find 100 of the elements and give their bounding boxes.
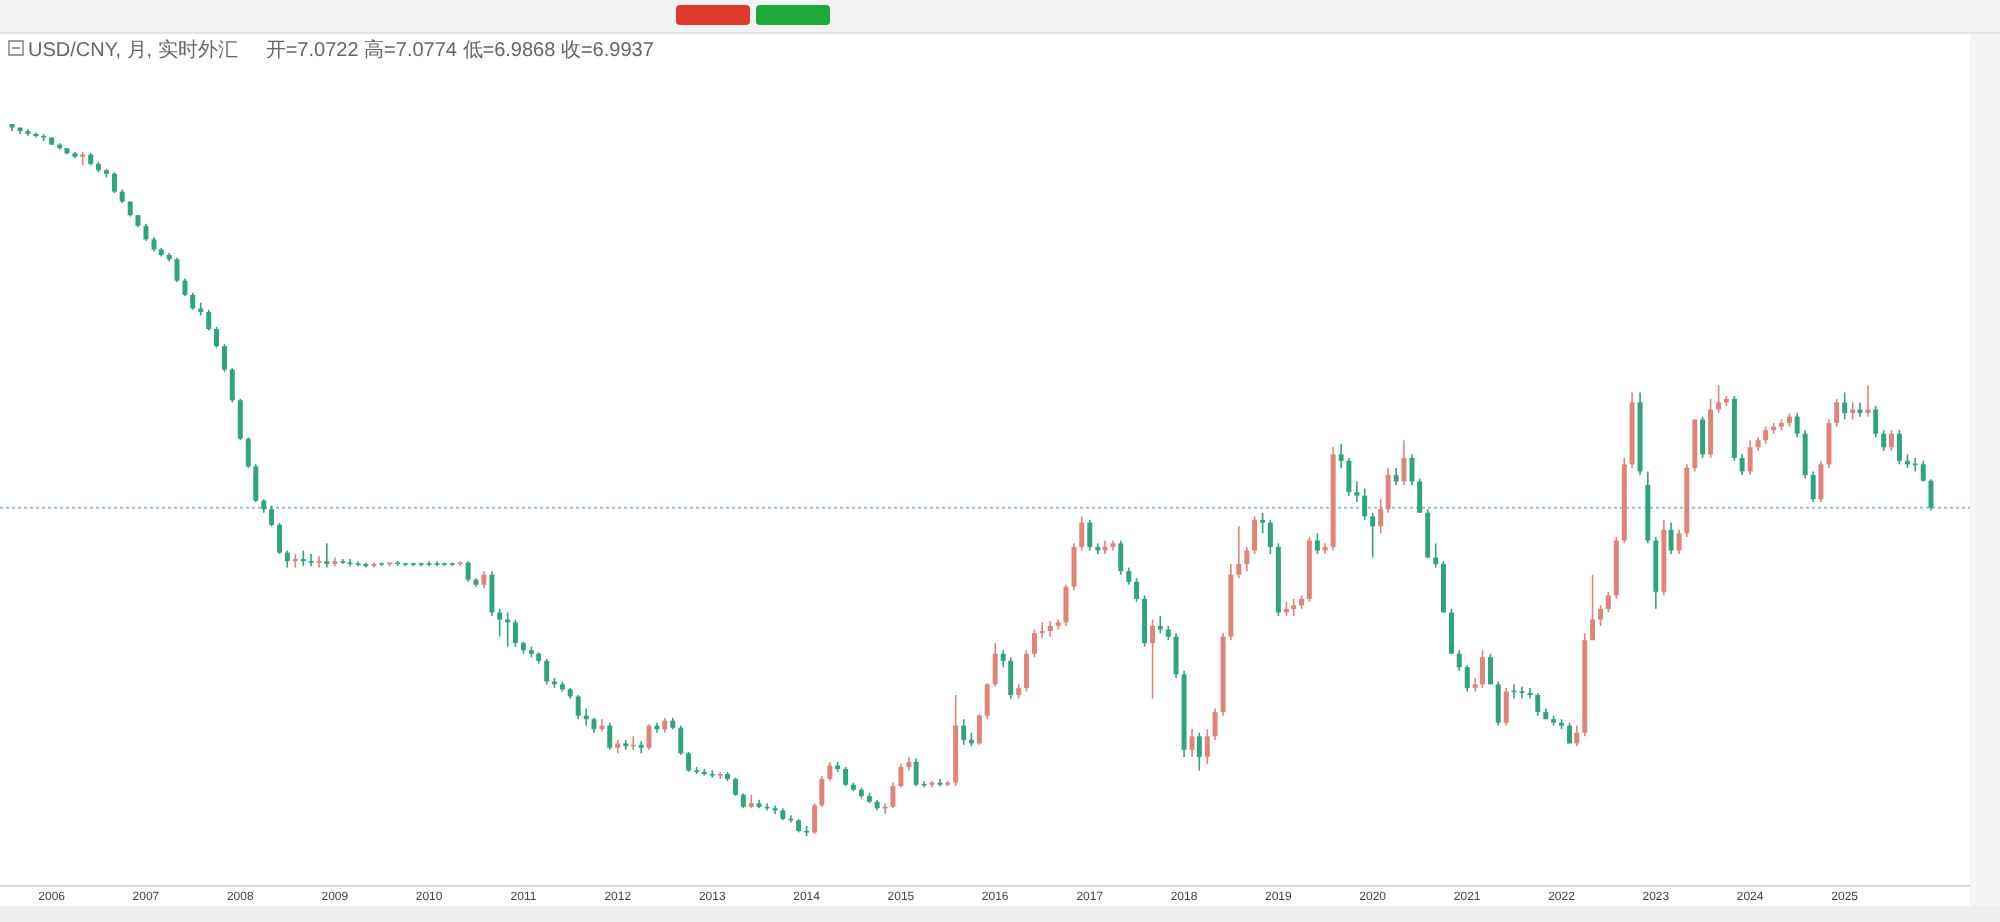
candlestick [772, 804, 778, 815]
candlestick [1708, 398, 1714, 459]
candlestick [1488, 652, 1493, 686]
candlestick [1378, 498, 1384, 535]
candlestick [1354, 480, 1360, 503]
candlestick [1244, 546, 1250, 572]
candlestick [1464, 664, 1470, 693]
candlestick [1118, 539, 1124, 576]
candlestick [1409, 453, 1415, 486]
candlestick [1260, 511, 1266, 535]
title: USD/CNY, 月, 实时外汇 [28, 40, 238, 62]
candlestick [1157, 615, 1163, 634]
candlestick [843, 766, 849, 787]
candlestick [1574, 724, 1580, 748]
candlestick [245, 436, 251, 469]
candlestick [1031, 628, 1037, 659]
candlestick [819, 775, 825, 808]
candlestick [1189, 728, 1195, 758]
candlestick [1605, 590, 1611, 614]
candlestick [992, 642, 998, 688]
candlestick [984, 682, 990, 721]
candlestick [1881, 429, 1887, 452]
candlestick [827, 761, 833, 782]
candlestick [1896, 429, 1902, 466]
candlestick [1370, 511, 1376, 559]
candlestick [937, 778, 943, 787]
candlestick [214, 326, 219, 349]
candlestick [961, 718, 967, 746]
candlestick [1150, 618, 1156, 700]
candlestick [1676, 529, 1682, 555]
candlestick [1417, 477, 1423, 514]
candlestick [1346, 457, 1352, 497]
candlestick [1338, 442, 1344, 469]
candlestick [1716, 384, 1722, 414]
candlestick [929, 780, 935, 789]
candlestick [1448, 608, 1454, 655]
candlestick [575, 694, 581, 721]
candlestick [1747, 439, 1753, 476]
candlestick [1826, 418, 1832, 469]
candlestick [544, 657, 550, 686]
candlestick [1425, 508, 1431, 559]
candlestick [497, 608, 503, 638]
candlestick [1888, 429, 1894, 452]
candlestick [812, 802, 818, 835]
candlestick [1739, 453, 1745, 476]
candlestick [206, 309, 212, 332]
candlestick [1401, 439, 1407, 486]
candlestick [237, 398, 243, 441]
candlestick [890, 781, 896, 810]
candlestick [1503, 687, 1509, 727]
candlestick [1362, 487, 1368, 521]
candlestick [253, 463, 259, 503]
candlestick [1598, 604, 1604, 627]
candlestick [1252, 515, 1258, 555]
candlestick [1794, 412, 1800, 439]
candlestick [898, 763, 904, 789]
candlestick [1023, 649, 1029, 693]
candlestick [1590, 573, 1596, 641]
candlestick [1519, 685, 1525, 700]
candlestick [1385, 467, 1391, 514]
candlestick [222, 343, 227, 373]
candlestick [1818, 459, 1824, 503]
candlestick [1834, 398, 1840, 428]
candlestick [1142, 594, 1148, 648]
candlestick [1810, 470, 1816, 503]
candlestick [1087, 519, 1093, 552]
candlestick [1236, 525, 1242, 580]
candlestick [1433, 542, 1439, 569]
candlestick [638, 740, 644, 755]
candlestick [1267, 519, 1273, 555]
candlestick [1873, 405, 1879, 439]
candlestick [678, 724, 684, 756]
candlestick [1700, 415, 1706, 459]
candlestick [1456, 649, 1462, 672]
candlestick [1039, 621, 1045, 639]
candlestick [1479, 649, 1485, 689]
candlestick [1196, 731, 1202, 772]
candlestick [465, 560, 471, 583]
candlestick [324, 542, 330, 569]
candlestick [1668, 521, 1674, 555]
candlestick [1802, 429, 1808, 480]
candlestick [229, 367, 235, 404]
candlestick [489, 570, 495, 617]
candlestick [913, 757, 919, 787]
candlestick [308, 553, 314, 567]
candlestick [269, 504, 275, 528]
candlestick [316, 555, 322, 569]
candlestick [1204, 728, 1210, 765]
candlestick [277, 521, 283, 555]
candlestick [1842, 391, 1848, 421]
candlestick [1535, 692, 1541, 717]
candlestick [607, 721, 613, 751]
subtitle: 开=7.0722 高=7.0774 低=6.9868 收=6.9937 [265, 40, 654, 62]
candlestick [1079, 515, 1085, 552]
candlestick [686, 751, 692, 773]
candlestick [512, 618, 518, 648]
candlestick [976, 713, 982, 746]
candlestick [174, 257, 180, 283]
candlestick [1212, 707, 1218, 741]
candlestick [733, 776, 739, 797]
